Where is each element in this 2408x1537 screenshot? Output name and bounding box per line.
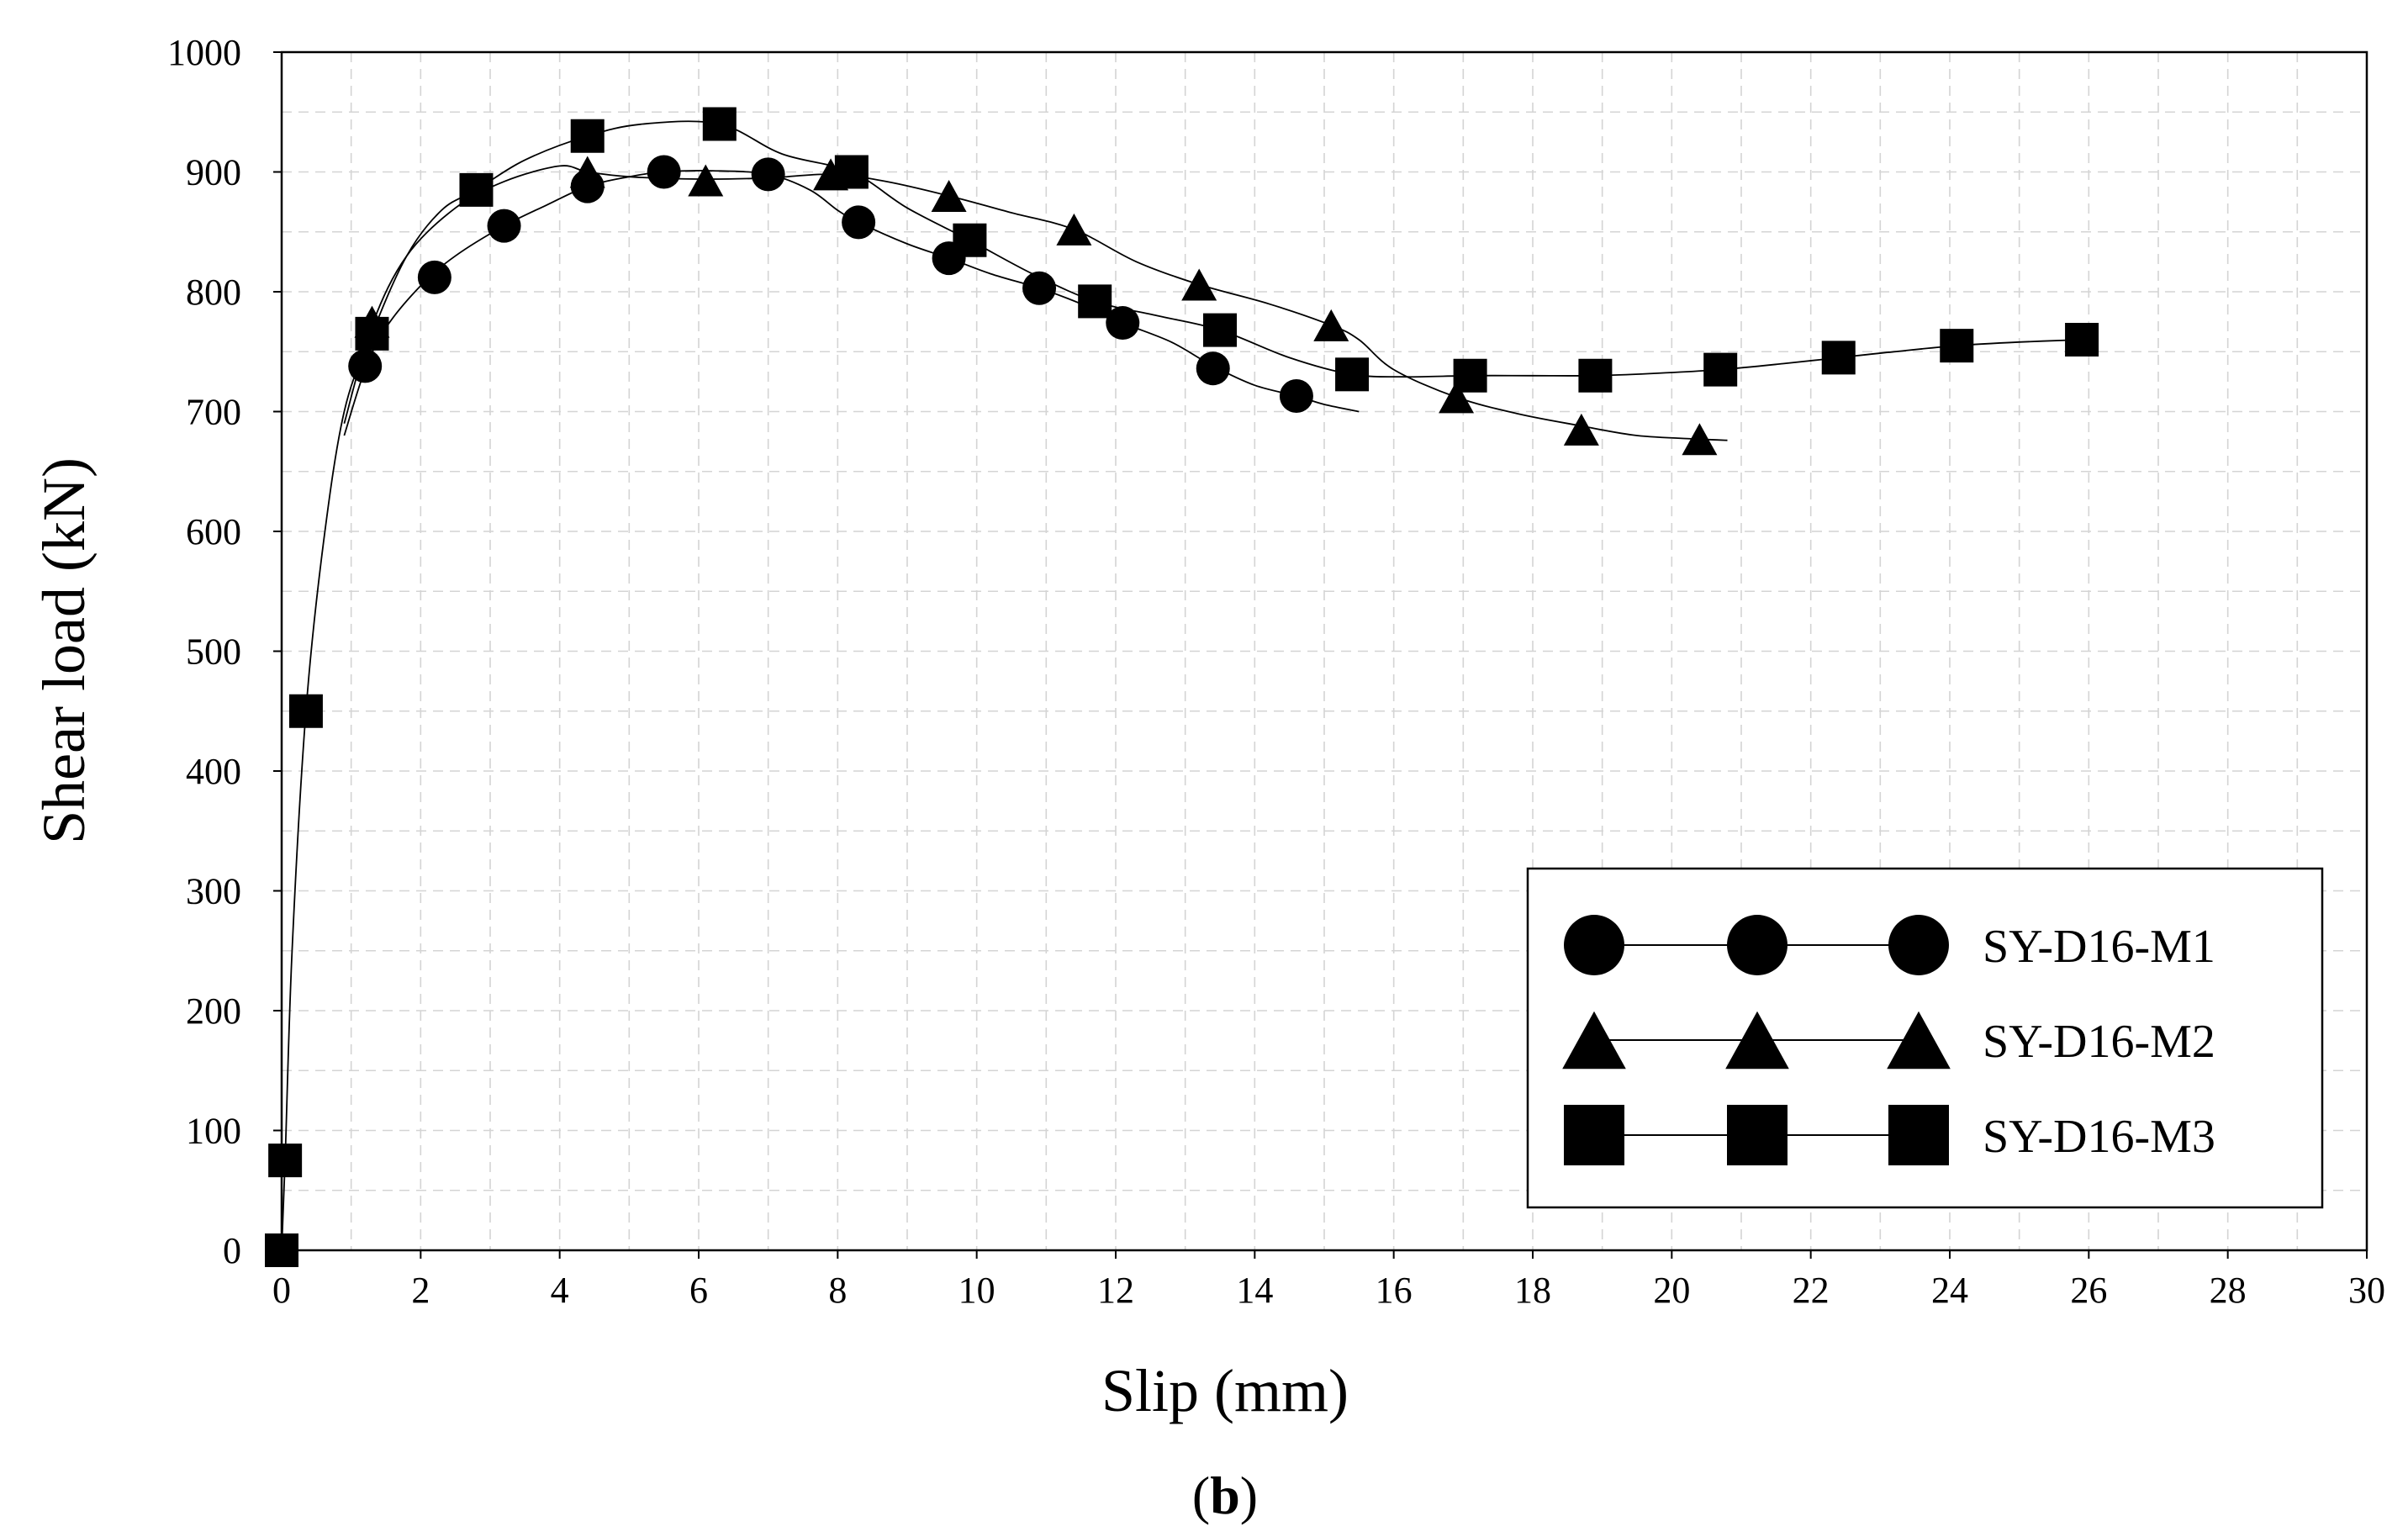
x-tick-label: 28 [2210, 1270, 2247, 1311]
data-point-sy-d16-m3 [268, 1144, 303, 1178]
data-point-sy-d16-m3 [1078, 284, 1112, 319]
x-tick-label: 6 [689, 1270, 708, 1311]
data-point-sy-d16-m2 [688, 164, 724, 197]
data-point-sy-d16-m2 [1439, 381, 1475, 414]
x-tick-label: 4 [551, 1270, 569, 1311]
series-line-sy-d16-m3 [281, 120, 2083, 1251]
data-point-sy-d16-m3 [355, 316, 389, 351]
data-point-sy-d16-m2 [1682, 423, 1718, 456]
legend-marker-sy-d16-m2 [1887, 1011, 1951, 1070]
data-point-sy-d16-m3 [1703, 352, 1738, 387]
data-point-sy-d16-m3 [265, 1233, 298, 1267]
data-point-sy-d16-m3 [1203, 313, 1237, 347]
x-tick-label: 0 [272, 1270, 291, 1311]
caption-close-paren: ) [1240, 1466, 1258, 1525]
data-point-sy-d16-m1 [842, 205, 876, 240]
legend-marker-sy-d16-m1 [1888, 915, 1949, 975]
data-point-sy-d16-m1 [417, 260, 452, 294]
data-point-sy-d16-m3 [1578, 358, 1613, 393]
x-tick-label: 2 [411, 1270, 430, 1311]
legend-marker-sy-d16-m1 [1564, 915, 1624, 975]
caption-letter: b [1210, 1466, 1240, 1525]
legend: SY-D16-M1 SY-D16-M2 SY-D16-M3 [1526, 867, 2324, 1209]
figure-caption: (b) [1192, 1466, 1258, 1525]
data-point-sy-d16-m3 [834, 155, 869, 189]
series-curves [281, 120, 2083, 1251]
x-tick-label: 24 [1931, 1270, 1968, 1311]
data-point-sy-d16-m2 [931, 180, 967, 212]
y-tick-label: 500 [186, 631, 241, 673]
y-tick-label: 1000 [167, 32, 241, 73]
series-line-sy-d16-m1 [343, 170, 1360, 436]
legend-marker-sy-d16-m2 [1562, 1011, 1626, 1070]
y-axis-title: Shear load (kN) [30, 457, 98, 844]
x-tick-label: 26 [2070, 1270, 2107, 1311]
data-point-sy-d16-m2 [1563, 413, 1599, 446]
legend-label-sy-d16-m3: SY-D16-M3 [1983, 1111, 2215, 1163]
data-point-sy-d16-m1 [751, 157, 785, 192]
data-point-sy-d16-m3 [1335, 357, 1370, 392]
x-tick-label: 18 [1514, 1270, 1551, 1311]
caption-open-paren: ( [1192, 1466, 1210, 1525]
data-point-sy-d16-m1 [1022, 271, 1057, 305]
data-point-sy-d16-m3 [1940, 329, 1974, 363]
data-point-sy-d16-m1 [487, 209, 521, 243]
y-tick-label: 900 [186, 152, 241, 193]
x-tick-label: 20 [1653, 1270, 1690, 1311]
axis-ticks: 0 2 4 6 8 10 12 14 16 18 20 22 24 26 28 300100200300400… [167, 32, 2385, 1311]
x-tick-label: 16 [1376, 1270, 1413, 1311]
data-point-sy-d16-m3 [1453, 358, 1487, 393]
data-point-sy-d16-m2 [1056, 213, 1092, 246]
data-point-sy-d16-m1 [348, 349, 383, 383]
data-point-sy-d16-m3 [1821, 341, 1856, 375]
series-line-sy-d16-m2 [343, 165, 1728, 441]
x-tick-label: 30 [2348, 1270, 2385, 1311]
legend-marker-sy-d16-m1 [1727, 915, 1788, 975]
x-tick-label: 10 [958, 1270, 995, 1311]
x-tick-label: 22 [1793, 1270, 1830, 1311]
legend-marker-sy-d16-m3 [1564, 1105, 1624, 1165]
y-tick-label: 700 [186, 392, 241, 433]
y-tick-label: 800 [186, 272, 241, 313]
data-point-sy-d16-m2 [1313, 309, 1349, 341]
data-point-sy-d16-m3 [2065, 323, 2099, 357]
data-point-sy-d16-m2 [569, 156, 605, 188]
x-axis-title: Slip (mm) [1101, 1357, 1349, 1424]
data-point-sy-d16-m3 [702, 107, 737, 141]
data-point-sy-d16-m3 [953, 223, 987, 257]
legend-marker-sy-d16-m2 [1725, 1011, 1789, 1070]
y-tick-label: 0 [223, 1230, 241, 1271]
data-point-sy-d16-m1 [1196, 351, 1230, 386]
y-tick-label: 300 [186, 871, 241, 912]
y-tick-label: 200 [186, 990, 241, 1032]
data-point-sy-d16-m2 [1181, 268, 1217, 301]
data-point-sy-d16-m3 [570, 119, 605, 153]
x-tick-label: 12 [1097, 1270, 1134, 1311]
series-markers [265, 107, 2099, 1267]
data-point-sy-d16-m1 [1279, 378, 1313, 413]
legend-label-sy-d16-m1: SY-D16-M1 [1983, 921, 2215, 973]
x-tick-label: 14 [1236, 1270, 1273, 1311]
data-point-sy-d16-m1 [1106, 306, 1140, 341]
legend-marker-sy-d16-m3 [1727, 1105, 1788, 1165]
data-point-sy-d16-m3 [459, 172, 494, 207]
data-point-sy-d16-m1 [647, 155, 681, 189]
legend-marker-sy-d16-m3 [1888, 1105, 1949, 1165]
legend-label-sy-d16-m2: SY-D16-M2 [1983, 1016, 2215, 1068]
y-tick-label: 400 [186, 751, 241, 792]
data-point-sy-d16-m3 [288, 694, 323, 728]
y-tick-label: 100 [186, 1111, 241, 1152]
x-tick-label: 8 [828, 1270, 847, 1311]
y-tick-label: 600 [186, 511, 241, 552]
